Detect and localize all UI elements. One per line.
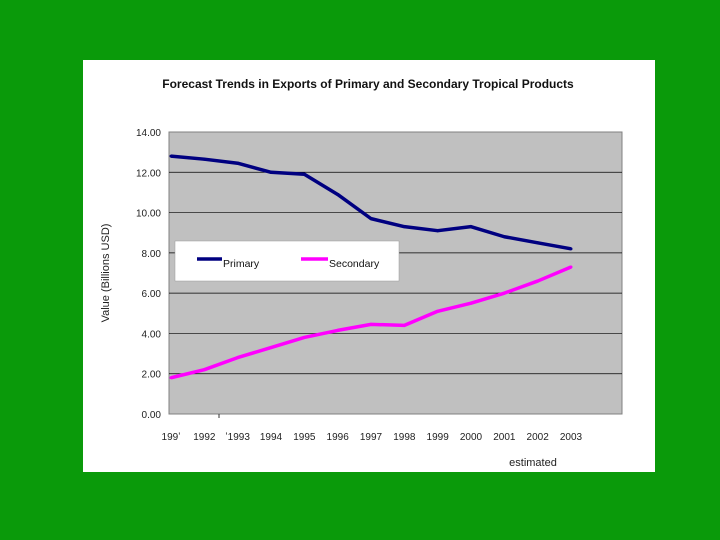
data-point-secondary <box>302 335 306 339</box>
y-tick-label: 14.00 <box>136 128 161 139</box>
data-point-primary <box>169 154 173 158</box>
slide-card: Forecast Trends in Exports of Primary an… <box>83 60 655 472</box>
x-tick-label: 2002 <box>527 432 550 443</box>
data-point-secondary <box>502 291 506 295</box>
data-point-secondary <box>536 279 540 283</box>
x-tick-label: ʼ1993 <box>225 432 250 443</box>
x-tick-label: 1992 <box>193 432 216 443</box>
y-tick-label: 0.00 <box>142 410 162 421</box>
x-axis-note: estimated <box>509 457 557 469</box>
data-point-secondary <box>269 346 273 350</box>
data-point-primary <box>502 235 506 239</box>
y-tick-label: 2.00 <box>142 370 162 381</box>
y-tick-label: 4.00 <box>142 329 162 340</box>
data-point-secondary <box>169 376 173 380</box>
x-tick-label: 1998 <box>393 432 416 443</box>
x-tick-label: 199ʼ <box>162 432 181 443</box>
y-tick-label: 12.00 <box>136 168 161 179</box>
data-point-secondary <box>569 265 573 269</box>
chart-title: Forecast Trends in Exports of Primary an… <box>162 77 574 91</box>
data-point-primary <box>269 170 273 174</box>
y-tick-label: 8.00 <box>142 249 162 260</box>
line-chart: Forecast Trends in Exports of Primary an… <box>100 77 623 469</box>
data-point-secondary <box>369 322 373 326</box>
x-tick-label: 2003 <box>560 432 583 443</box>
legend: Primary Secondary <box>174 240 400 282</box>
data-point-primary <box>202 157 206 161</box>
x-tick-label: 1999 <box>427 432 450 443</box>
data-point-secondary <box>202 368 206 372</box>
data-point-primary <box>569 247 573 251</box>
x-tick-label: 2001 <box>493 432 516 443</box>
data-point-primary <box>336 192 340 196</box>
x-tick-label: 1996 <box>327 432 350 443</box>
y-tick-label: 10.00 <box>136 209 161 220</box>
data-point-secondary <box>402 323 406 327</box>
x-tick-label: 1994 <box>260 432 283 443</box>
y-axis-label: Value (Billions USD) <box>100 224 112 323</box>
x-tick-label: 2000 <box>460 432 483 443</box>
data-point-primary <box>402 225 406 229</box>
data-point-secondary <box>336 328 340 332</box>
data-point-secondary <box>469 301 473 305</box>
data-point-secondary <box>436 309 440 313</box>
data-point-primary <box>236 161 240 165</box>
x-tick-label: 1997 <box>360 432 383 443</box>
legend-label-primary: Primary <box>223 258 260 270</box>
data-point-primary <box>302 172 306 176</box>
data-point-primary <box>536 241 540 245</box>
legend-box <box>174 240 400 282</box>
x-tick-label: 1995 <box>293 432 316 443</box>
data-point-primary <box>469 225 473 229</box>
data-point-primary <box>369 217 373 221</box>
data-point-secondary <box>236 356 240 360</box>
data-point-primary <box>436 229 440 233</box>
y-tick-label: 6.00 <box>142 289 162 300</box>
legend-label-secondary: Secondary <box>329 258 380 270</box>
